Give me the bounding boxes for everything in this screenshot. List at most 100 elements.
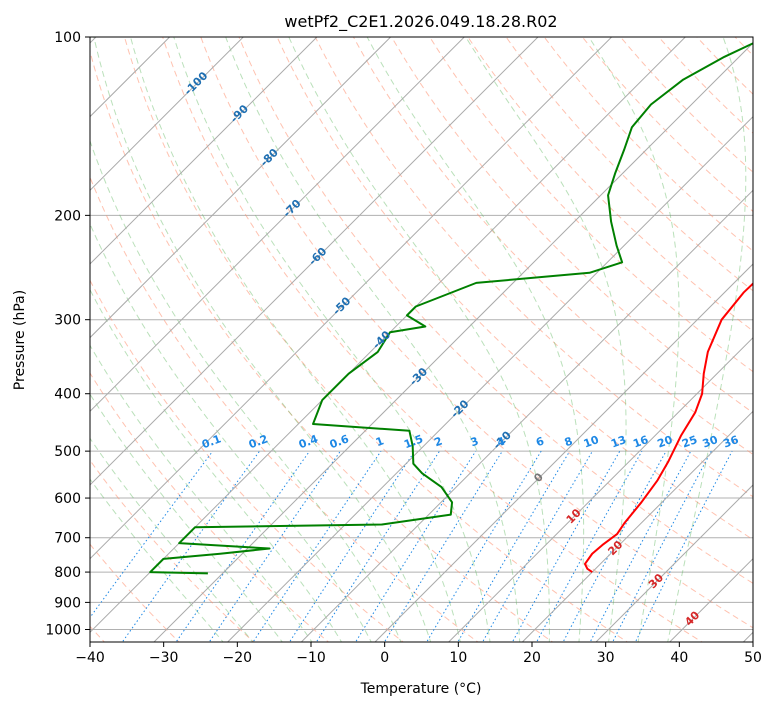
isotherm-label: -70 bbox=[280, 197, 303, 220]
isotherm-line bbox=[447, 336, 753, 642]
isotherm-label: -50 bbox=[330, 294, 353, 317]
x-tick-label: −30 bbox=[149, 650, 179, 666]
dry-adiabat-line bbox=[391, 37, 753, 414]
mixing-ratio-line bbox=[589, 450, 692, 642]
x-axis-ticks: −40 −30 −20 −10 0 10 20 30 40 50 bbox=[75, 642, 762, 666]
dry-adiabat-line bbox=[747, 10, 775, 645]
isotherm-line bbox=[90, 37, 318, 265]
isotherm-line bbox=[300, 189, 753, 642]
moist-adiabat-line bbox=[173, 37, 491, 642]
dry-adiabat-line bbox=[238, 37, 753, 584]
dry-adiabat-line bbox=[90, 175, 479, 642]
line-labels: -100-90-80-70-60-50-40-30-20-10010203040… bbox=[182, 69, 741, 629]
moist-adiabat-line bbox=[130, 37, 461, 642]
dry-adiabat-line bbox=[90, 49, 554, 642]
mixing-ratio-line bbox=[457, 450, 571, 642]
isotherm-line bbox=[742, 631, 753, 642]
mixing-ratio-label: 6 bbox=[534, 434, 546, 449]
y-tick-label: 400 bbox=[54, 387, 81, 403]
sounding-line-2 bbox=[149, 42, 753, 575]
isotherm-line bbox=[90, 37, 171, 118]
x-tick-label: 40 bbox=[670, 650, 688, 666]
moist-adiabat-line bbox=[667, 37, 747, 642]
isotherm-line bbox=[374, 263, 753, 642]
mixing-ratio-label: 13 bbox=[609, 433, 628, 450]
dry-adiabat-line bbox=[734, 37, 753, 56]
y-tick-label: 300 bbox=[54, 313, 81, 329]
moist-adiabat-line bbox=[90, 437, 254, 642]
mixing-ratio-line bbox=[90, 450, 214, 619]
dry-adiabat-line bbox=[90, 372, 330, 642]
isotherm-line bbox=[90, 37, 245, 192]
dry-adiabat-line bbox=[200, 37, 753, 629]
dry-adiabats bbox=[90, 10, 775, 645]
moist-adiabat-line bbox=[93, 37, 432, 642]
isotherm-line bbox=[90, 37, 613, 560]
isotherm-label: -60 bbox=[306, 245, 329, 268]
isotherm-line bbox=[90, 37, 392, 339]
mixing-ratio-line bbox=[252, 450, 382, 642]
y-tick-label: 1000 bbox=[45, 623, 81, 639]
y-tick-label: 100 bbox=[54, 30, 81, 46]
mixing-ratio-label: 36 bbox=[721, 433, 740, 451]
mixing-ratio-line bbox=[634, 450, 733, 642]
moist-adiabat-line bbox=[90, 344, 313, 642]
mixing-ratio-label: 0.2 bbox=[247, 432, 270, 451]
mixing-ratio-line bbox=[383, 450, 503, 642]
x-tick-label: 20 bbox=[523, 650, 541, 666]
mixing-ratio-line bbox=[315, 450, 440, 642]
mixing-ratio-label: 1.5 bbox=[402, 432, 425, 451]
mixing-ratio-line bbox=[612, 450, 712, 642]
moist-adiabat-line bbox=[588, 37, 680, 642]
mixing-ratio-label: 16 bbox=[631, 433, 650, 451]
mixing-ratio-line bbox=[121, 450, 260, 642]
plot-frame bbox=[89, 36, 754, 643]
x-tick-label: −10 bbox=[296, 650, 326, 666]
mixing-ratio-label: 0.4 bbox=[297, 432, 320, 451]
x-axis-label: Temperature (°C) bbox=[360, 681, 482, 697]
x-tick-label: 50 bbox=[744, 650, 762, 666]
mixing-ratio-line bbox=[426, 450, 542, 642]
mixing-ratio-line bbox=[355, 450, 477, 642]
moist-adiabat-line bbox=[465, 37, 627, 642]
dry-adiabat-line bbox=[314, 37, 753, 498]
moist-adiabat-line bbox=[90, 393, 283, 642]
isotherm-line bbox=[668, 557, 753, 642]
x-tick-label: −20 bbox=[223, 650, 253, 666]
moist-adiabat-line bbox=[366, 37, 585, 642]
y-tick-label: 700 bbox=[54, 531, 81, 547]
mixing-ratio-label: 2 bbox=[433, 434, 445, 449]
sounding-series bbox=[149, 42, 753, 575]
moist-adiabat-line bbox=[288, 37, 550, 642]
mixing-ratio-label: 0.1 bbox=[200, 432, 223, 451]
dry-adiabat-line bbox=[658, 37, 753, 134]
dry-adiabat-line bbox=[581, 37, 753, 213]
y-tick-label: 500 bbox=[54, 444, 81, 460]
mixing-ratio-label: 0.6 bbox=[328, 432, 351, 451]
isotherm-line bbox=[226, 115, 753, 642]
mixing-ratio-lines bbox=[90, 450, 733, 642]
y-tick-label: 900 bbox=[54, 595, 81, 611]
y-axis-label: Pressure (hPa) bbox=[12, 290, 28, 390]
dry-adiabat-line bbox=[352, 37, 753, 456]
moist-adiabat-line bbox=[90, 222, 372, 642]
mixing-ratio-line bbox=[175, 450, 310, 642]
mixing-ratio-label: 20 bbox=[656, 433, 675, 451]
isotherm-line bbox=[521, 410, 753, 642]
isotherms bbox=[90, 37, 753, 642]
mixing-ratio-label: 3 bbox=[469, 434, 481, 449]
x-tick-label: 10 bbox=[449, 650, 467, 666]
dry-adiabat-line bbox=[90, 459, 255, 642]
mixing-ratio-line bbox=[562, 450, 667, 642]
y-tick-label: 200 bbox=[54, 208, 81, 224]
mixing-ratio-line bbox=[288, 450, 416, 642]
moist-adiabats bbox=[90, 37, 747, 642]
x-tick-label: 0 bbox=[380, 650, 389, 666]
moist-adiabat-line bbox=[90, 288, 343, 642]
x-tick-label: −40 bbox=[75, 650, 105, 666]
sounding-line-1 bbox=[583, 282, 753, 573]
mixing-ratio-label: 25 bbox=[680, 433, 699, 450]
mixing-ratio-label: 1 bbox=[374, 434, 386, 449]
dry-adiabat-line bbox=[123, 37, 629, 642]
isotherm-line bbox=[90, 37, 466, 413]
